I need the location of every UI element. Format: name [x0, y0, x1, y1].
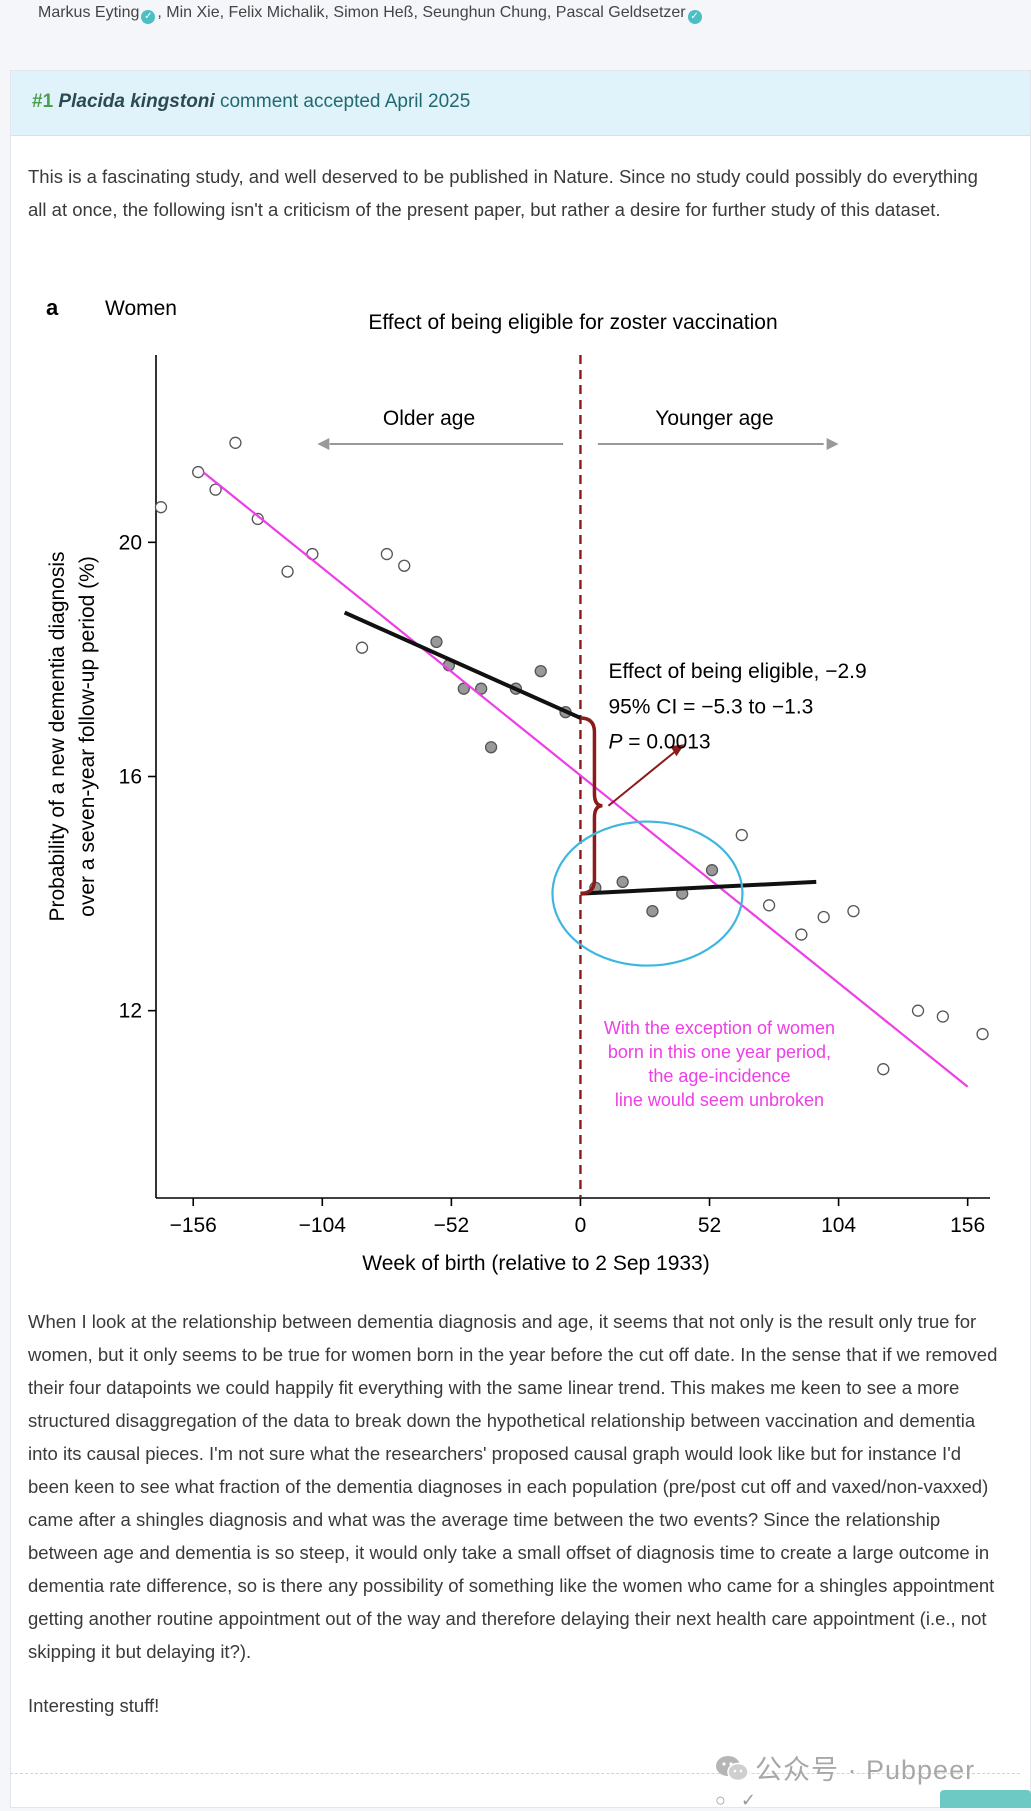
- comment-status: comment accepted April 2025: [219, 91, 471, 112]
- direction-left-label: Older age: [383, 407, 475, 430]
- annotation-p: P = 0.0013: [608, 730, 710, 753]
- annotation-effect: Effect of being eligible, −2.9: [608, 660, 866, 683]
- verified-icon: ✓: [687, 10, 702, 24]
- data-point: [646, 904, 659, 918]
- x-tick-label: 156: [950, 1214, 985, 1237]
- data-point: [457, 682, 470, 695]
- x-tick-label: −52: [434, 1214, 470, 1237]
- pink-note-line: born in this one year period,: [608, 1042, 831, 1062]
- comment-number[interactable]: #1: [32, 91, 54, 112]
- effect-brace: [580, 716, 603, 896]
- data-point: [877, 1063, 890, 1076]
- x-tick-label: 52: [698, 1214, 721, 1237]
- data-point: [355, 641, 369, 654]
- data-point: [380, 547, 393, 561]
- comment-header-text: #1 Placida kingstoni comment accepted Ap…: [32, 91, 470, 113]
- pink-trend-line: [202, 471, 969, 1088]
- highlight-circle: [551, 820, 744, 967]
- footer-ghost: ○ ✓: [715, 1790, 756, 1810]
- pink-note-line: line would seem unbroken: [615, 1090, 824, 1110]
- author-list: Markus Eyting ✓, Min Xie, Felix Michalik,…: [38, 4, 704, 24]
- verified-icon: ✓: [141, 10, 156, 24]
- pink-note-line: With the exception of women: [604, 1018, 835, 1038]
- data-point: [534, 664, 547, 678]
- comment-header: #1 Placida kingstoni comment accepted Ap…: [11, 71, 1030, 136]
- comment-body: When I look at the relationship between …: [28, 1311, 998, 1662]
- wechat-icon: [716, 1756, 749, 1782]
- fit-line-after: [580, 879, 817, 896]
- data-point: [251, 512, 264, 526]
- data-point: [705, 864, 719, 877]
- author-first[interactable]: Markus Eyting: [38, 4, 140, 21]
- reply-button[interactable]: [940, 1790, 1031, 1808]
- fit-line-before: [343, 610, 582, 720]
- data-point: [209, 483, 222, 496]
- data-point: [398, 559, 411, 572]
- commenter-name[interactable]: Placida kingstoni: [58, 91, 215, 112]
- x-tick-label: −156: [170, 1214, 217, 1237]
- data-point: [795, 928, 808, 941]
- x-tick-label: 104: [821, 1214, 856, 1237]
- data-point: [911, 1004, 925, 1017]
- comment-intro: This is a fascinating study, and well de…: [28, 166, 978, 220]
- y-axis-label: Probability of a new dementia diagnosis: [46, 551, 69, 921]
- figure-chart: −156 −104 −52 0 52 104 156 12 16 20 Week of birth …: [46, 295, 990, 1275]
- data-point: [484, 741, 498, 754]
- comment-card: #1 Placida kingstoni comment accepted Ap…: [10, 70, 1031, 1808]
- watermark: 公众号 · Pubpeer: [715, 1748, 975, 1787]
- direction-left-arrowhead: [317, 437, 330, 450]
- data-point: [976, 1027, 989, 1041]
- divider: [10, 1773, 1020, 1774]
- data-point: [936, 1010, 949, 1023]
- x-tick-label: 0: [575, 1214, 587, 1237]
- direction-right-label: Younger age: [655, 407, 773, 430]
- pink-note-line: the age-incidence: [648, 1066, 790, 1086]
- effect-arrowhead: [670, 744, 685, 757]
- subgroup-label: Women: [105, 297, 177, 320]
- author-rest[interactable]: , Min Xie, Felix Michalik, Simon Heß, Se…: [157, 4, 686, 21]
- y-tick-label: 20: [119, 531, 142, 554]
- x-axis-label: Week of birth (relative to 2 Sep 1933): [362, 1252, 709, 1275]
- direction-right-arrowhead: [826, 437, 839, 450]
- data-point: [616, 875, 629, 889]
- data-point: [735, 828, 748, 842]
- chart-root: −156 −104 −52 0 52 104 156 12 16 20 Week of birth …: [46, 295, 990, 1275]
- chart-title: Effect of being eligible for zoster vacc…: [368, 311, 777, 334]
- panel-label: a: [46, 295, 59, 320]
- data-point: [154, 501, 168, 514]
- y-axis-label-2: over a seven-year follow-up period (%): [76, 556, 99, 917]
- watermark-text: 公众号 · Pubpeer: [755, 1755, 976, 1785]
- effect-arrow: [607, 746, 682, 807]
- x-tick-label: −104: [299, 1214, 347, 1237]
- data-point: [281, 565, 294, 578]
- data-point: [229, 436, 242, 449]
- data-point: [762, 899, 776, 912]
- data-point: [817, 910, 830, 924]
- data-point: [847, 904, 860, 918]
- y-tick-label: 12: [119, 1000, 142, 1023]
- data-point: [475, 682, 488, 695]
- annotation-ci: 95% CI = −5.3 to −1.3: [608, 695, 813, 718]
- data-point: [192, 465, 205, 479]
- comment-closing: Interesting stuff!: [28, 1695, 160, 1716]
- y-tick-label: 16: [119, 766, 142, 789]
- data-point: [430, 635, 443, 649]
